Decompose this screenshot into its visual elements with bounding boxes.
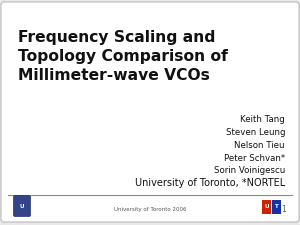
Bar: [272, 200, 281, 214]
Bar: [262, 200, 271, 214]
Text: University of Toronto, *NORTEL: University of Toronto, *NORTEL: [135, 178, 285, 188]
Text: University of Toronto 2006: University of Toronto 2006: [114, 207, 186, 212]
Text: T: T: [274, 205, 278, 209]
FancyBboxPatch shape: [14, 196, 31, 216]
Text: U: U: [264, 205, 269, 209]
Text: Keith Tang
Steven Leung
Nelson Tieu
Peter Schvan*
Sorin Voinigescu: Keith Tang Steven Leung Nelson Tieu Pete…: [214, 115, 285, 176]
Text: Frequency Scaling and
Topology Comparison of
Millimeter-wave VCOs: Frequency Scaling and Topology Compariso…: [18, 30, 228, 83]
FancyBboxPatch shape: [1, 2, 299, 222]
Text: U: U: [20, 203, 24, 209]
Text: 1: 1: [281, 205, 286, 214]
